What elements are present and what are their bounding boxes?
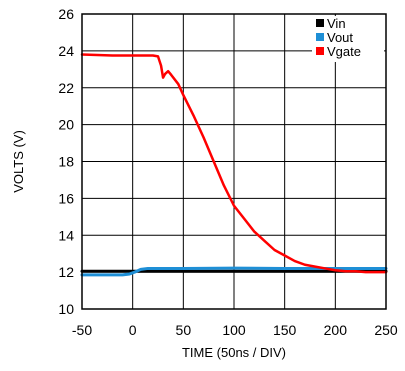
- series-layer: [80, 53, 388, 277]
- series-line-vgate: [80, 53, 388, 274]
- x-tick-label: 200: [324, 322, 348, 338]
- legend-label-vgate: Vgate: [327, 44, 361, 59]
- y-axis-title: VOLTS (V): [11, 130, 26, 193]
- y-tick-label: 10: [58, 301, 74, 317]
- series-line-vout: [80, 266, 388, 277]
- y-tick-label: 24: [58, 43, 74, 59]
- y-tick-label: 12: [58, 264, 74, 280]
- grid: [81, 13, 387, 310]
- y-tick-label: 26: [58, 6, 74, 22]
- x-tick-label: 150: [273, 322, 297, 338]
- x-tick-label: 100: [222, 322, 246, 338]
- x-axis-title: TIME (50ns / DIV): [182, 345, 286, 360]
- legend-swatch-vin: [316, 19, 324, 27]
- y-tick-label: 18: [58, 154, 74, 170]
- legend-label-vout: Vout: [327, 30, 353, 45]
- x-tick-label: 50: [176, 322, 192, 338]
- legend: Vin Vout Vgate: [312, 16, 384, 62]
- x-tick-label: 250: [374, 322, 398, 338]
- legend-label-vin: Vin: [327, 16, 346, 31]
- x-tick-label: 0: [129, 322, 137, 338]
- plot-frame: [81, 13, 387, 310]
- y-tick-label: 14: [58, 227, 74, 243]
- legend-swatch-vout: [316, 33, 324, 41]
- y-tick-label: 16: [58, 190, 74, 206]
- y-tick-labels: 10 12 14 16 18 20 22 24 26: [58, 6, 74, 317]
- x-tick-labels: -50 0 50 100 150 200 250: [72, 322, 398, 338]
- y-tick-label: 20: [58, 117, 74, 133]
- y-tick-label: 22: [58, 80, 74, 96]
- x-tick-label: -50: [72, 322, 92, 338]
- legend-swatch-vgate: [316, 47, 324, 55]
